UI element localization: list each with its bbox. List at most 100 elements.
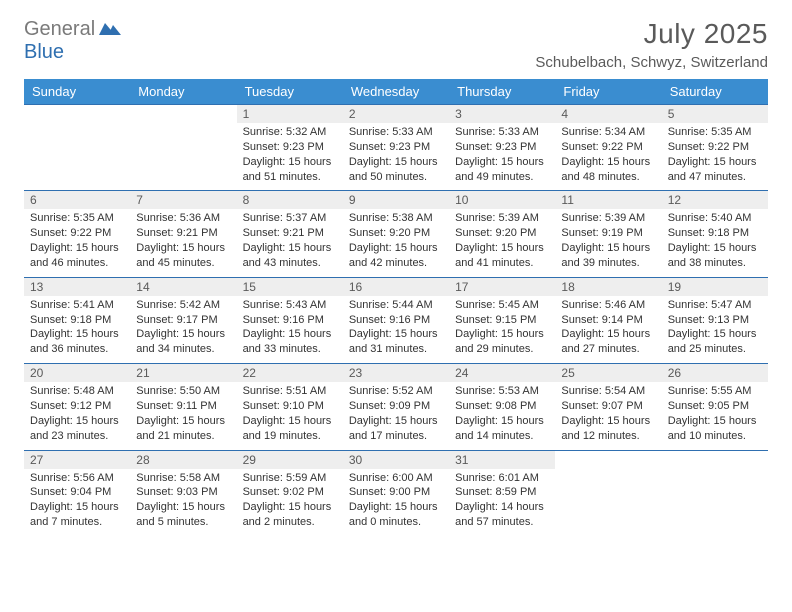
daylight-text-2: and 36 minutes. (30, 342, 124, 357)
day-detail-cell: Sunrise: 5:43 AMSunset: 9:16 PMDaylight:… (237, 296, 343, 364)
day-detail-cell: Sunrise: 5:37 AMSunset: 9:21 PMDaylight:… (237, 209, 343, 277)
dow-header-row: Sunday Monday Tuesday Wednesday Thursday… (24, 79, 768, 105)
daylight-text-2: and 21 minutes. (136, 429, 230, 444)
sunrise-text: Sunrise: 5:32 AM (243, 125, 337, 140)
day-detail-cell: Sunrise: 5:32 AMSunset: 9:23 PMDaylight:… (237, 123, 343, 191)
daylight-text-2: and 47 minutes. (668, 170, 762, 185)
sunset-text: Sunset: 9:16 PM (349, 313, 443, 328)
day-number-cell: 24 (449, 364, 555, 383)
sunset-text: Sunset: 9:12 PM (30, 399, 124, 414)
daylight-text-1: Daylight: 15 hours (243, 241, 337, 256)
daynum-row: 6789101112 (24, 191, 768, 210)
daylight-text-1: Daylight: 15 hours (455, 241, 549, 256)
sunset-text: Sunset: 9:10 PM (243, 399, 337, 414)
daylight-text-1: Daylight: 14 hours (455, 500, 549, 515)
day-number-cell: 6 (24, 191, 130, 210)
sunrise-text: Sunrise: 5:51 AM (243, 384, 337, 399)
detail-row: Sunrise: 5:48 AMSunset: 9:12 PMDaylight:… (24, 382, 768, 450)
sunset-text: Sunset: 9:21 PM (243, 226, 337, 241)
day-number-cell: 8 (237, 191, 343, 210)
sunset-text: Sunset: 9:13 PM (668, 313, 762, 328)
daylight-text-1: Daylight: 15 hours (668, 327, 762, 342)
day-detail-cell: Sunrise: 5:50 AMSunset: 9:11 PMDaylight:… (130, 382, 236, 450)
day-number-cell: 18 (555, 277, 661, 296)
daylight-text-2: and 10 minutes. (668, 429, 762, 444)
header: GeneralBlue July 2025 Schubelbach, Schwy… (24, 18, 768, 71)
daylight-text-1: Daylight: 15 hours (136, 414, 230, 429)
daylight-text-2: and 38 minutes. (668, 256, 762, 271)
page: GeneralBlue July 2025 Schubelbach, Schwy… (0, 0, 792, 536)
daylight-text-2: and 39 minutes. (561, 256, 655, 271)
sunrise-text: Sunrise: 5:40 AM (668, 211, 762, 226)
day-number-cell: 14 (130, 277, 236, 296)
day-number-cell (555, 450, 661, 469)
sunset-text: Sunset: 9:09 PM (349, 399, 443, 414)
day-number-cell: 29 (237, 450, 343, 469)
sunrise-text: Sunrise: 5:42 AM (136, 298, 230, 313)
sunset-text: Sunset: 9:22 PM (668, 140, 762, 155)
sunset-text: Sunset: 9:20 PM (349, 226, 443, 241)
day-detail-cell: Sunrise: 5:42 AMSunset: 9:17 PMDaylight:… (130, 296, 236, 364)
daylight-text-1: Daylight: 15 hours (349, 241, 443, 256)
logo-part2: Blue (24, 41, 64, 63)
day-detail-cell: Sunrise: 5:38 AMSunset: 9:20 PMDaylight:… (343, 209, 449, 277)
daynum-row: 2728293031 (24, 450, 768, 469)
day-detail-cell: Sunrise: 5:47 AMSunset: 9:13 PMDaylight:… (662, 296, 768, 364)
daylight-text-1: Daylight: 15 hours (136, 500, 230, 515)
day-detail-cell (555, 469, 661, 536)
daylight-text-2: and 25 minutes. (668, 342, 762, 357)
sunrise-text: Sunrise: 6:01 AM (455, 471, 549, 486)
daylight-text-1: Daylight: 15 hours (243, 155, 337, 170)
sunset-text: Sunset: 9:23 PM (455, 140, 549, 155)
daylight-text-2: and 49 minutes. (455, 170, 549, 185)
daylight-text-1: Daylight: 15 hours (30, 327, 124, 342)
daylight-text-2: and 7 minutes. (30, 515, 124, 530)
daylight-text-1: Daylight: 15 hours (668, 241, 762, 256)
sunrise-text: Sunrise: 5:35 AM (30, 211, 124, 226)
sunrise-text: Sunrise: 5:48 AM (30, 384, 124, 399)
day-number-cell: 13 (24, 277, 130, 296)
day-detail-cell (130, 123, 236, 191)
daylight-text-2: and 41 minutes. (455, 256, 549, 271)
day-detail-cell: Sunrise: 5:52 AMSunset: 9:09 PMDaylight:… (343, 382, 449, 450)
day-number-cell: 21 (130, 364, 236, 383)
sunset-text: Sunset: 9:03 PM (136, 485, 230, 500)
day-detail-cell: Sunrise: 5:35 AMSunset: 9:22 PMDaylight:… (24, 209, 130, 277)
daylight-text-1: Daylight: 15 hours (668, 414, 762, 429)
daylight-text-2: and 19 minutes. (243, 429, 337, 444)
day-number-cell: 7 (130, 191, 236, 210)
sunset-text: Sunset: 9:17 PM (136, 313, 230, 328)
day-detail-cell: Sunrise: 5:45 AMSunset: 9:15 PMDaylight:… (449, 296, 555, 364)
sunset-text: Sunset: 9:16 PM (243, 313, 337, 328)
sunrise-text: Sunrise: 5:56 AM (30, 471, 124, 486)
daylight-text-1: Daylight: 15 hours (30, 414, 124, 429)
sunset-text: Sunset: 9:23 PM (349, 140, 443, 155)
daylight-text-2: and 5 minutes. (136, 515, 230, 530)
day-number-cell (24, 105, 130, 124)
detail-row: Sunrise: 5:41 AMSunset: 9:18 PMDaylight:… (24, 296, 768, 364)
day-detail-cell: Sunrise: 5:33 AMSunset: 9:23 PMDaylight:… (343, 123, 449, 191)
daylight-text-2: and 43 minutes. (243, 256, 337, 271)
sunrise-text: Sunrise: 5:41 AM (30, 298, 124, 313)
daylight-text-2: and 45 minutes. (136, 256, 230, 271)
day-number-cell: 4 (555, 105, 661, 124)
day-detail-cell: Sunrise: 5:54 AMSunset: 9:07 PMDaylight:… (555, 382, 661, 450)
day-number-cell: 26 (662, 364, 768, 383)
sunrise-text: Sunrise: 5:39 AM (455, 211, 549, 226)
day-number-cell (662, 450, 768, 469)
daylight-text-2: and 12 minutes. (561, 429, 655, 444)
sunrise-text: Sunrise: 5:55 AM (668, 384, 762, 399)
daylight-text-1: Daylight: 15 hours (136, 327, 230, 342)
daylight-text-2: and 33 minutes. (243, 342, 337, 357)
sunrise-text: Sunrise: 5:36 AM (136, 211, 230, 226)
day-number-cell: 19 (662, 277, 768, 296)
triangle-icon (99, 18, 121, 41)
day-number-cell: 12 (662, 191, 768, 210)
daylight-text-1: Daylight: 15 hours (349, 414, 443, 429)
daylight-text-1: Daylight: 15 hours (561, 155, 655, 170)
day-detail-cell: Sunrise: 5:35 AMSunset: 9:22 PMDaylight:… (662, 123, 768, 191)
sunrise-text: Sunrise: 5:35 AM (668, 125, 762, 140)
day-detail-cell: Sunrise: 5:55 AMSunset: 9:05 PMDaylight:… (662, 382, 768, 450)
dow-sat: Saturday (662, 79, 768, 105)
day-detail-cell: Sunrise: 5:39 AMSunset: 9:19 PMDaylight:… (555, 209, 661, 277)
